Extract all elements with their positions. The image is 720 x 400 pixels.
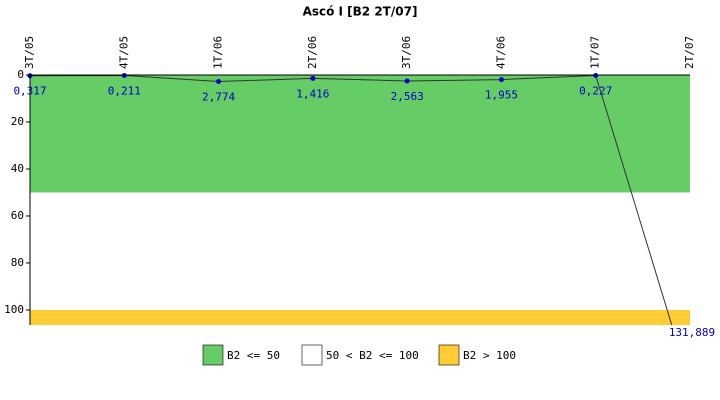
y-tick-label: 20 xyxy=(11,115,24,128)
y-tick-label: 0 xyxy=(17,68,24,81)
band xyxy=(30,309,690,325)
legend-label: B2 <= 50 xyxy=(227,349,280,362)
x-tick-label: 3T/06 xyxy=(400,36,413,69)
value-label: 2,774 xyxy=(202,91,235,104)
y-tick-label: 60 xyxy=(11,209,24,222)
x-tick-label: 1T/06 xyxy=(212,36,225,69)
legend-label: B2 > 100 xyxy=(463,349,516,362)
bands xyxy=(30,75,690,325)
value-label: 0,227 xyxy=(579,85,612,98)
y-tick-label: 80 xyxy=(11,256,24,269)
legend-swatch xyxy=(301,344,323,366)
marker xyxy=(404,78,410,84)
value-label: 1,955 xyxy=(485,89,518,102)
x-tick-label: 1T/07 xyxy=(589,36,602,69)
band xyxy=(30,192,690,310)
chart-title: Ascó I [B2 2T/07] xyxy=(303,5,418,19)
value-label: 1,416 xyxy=(296,87,329,100)
legend-swatch xyxy=(438,344,460,366)
x-tick-label: 2T/07 xyxy=(683,36,696,69)
plot: 0,317 0,211 2,774 1,416 2,563 1,955 0,227131,8… xyxy=(13,72,715,339)
x-tick-label: 3T/05 xyxy=(23,36,36,69)
value-label: 0,211 xyxy=(108,84,141,97)
legend-swatch xyxy=(202,344,224,366)
marker xyxy=(216,79,222,85)
marker xyxy=(310,75,316,81)
value-label: 2,563 xyxy=(391,90,424,103)
x-tick-label: 2T/06 xyxy=(306,36,319,69)
series-line xyxy=(30,75,673,325)
y-tick-label: 40 xyxy=(11,162,24,175)
marker xyxy=(498,77,504,83)
x-tick-label: 4T/06 xyxy=(494,36,507,69)
marker xyxy=(593,73,599,79)
band xyxy=(30,75,690,193)
value-label: 131,889 xyxy=(669,326,715,339)
x-tick-label: 4T/05 xyxy=(117,36,130,69)
legend-label: 50 < B2 <= 100 xyxy=(326,349,419,362)
y-tick-label: 100 xyxy=(4,303,24,316)
